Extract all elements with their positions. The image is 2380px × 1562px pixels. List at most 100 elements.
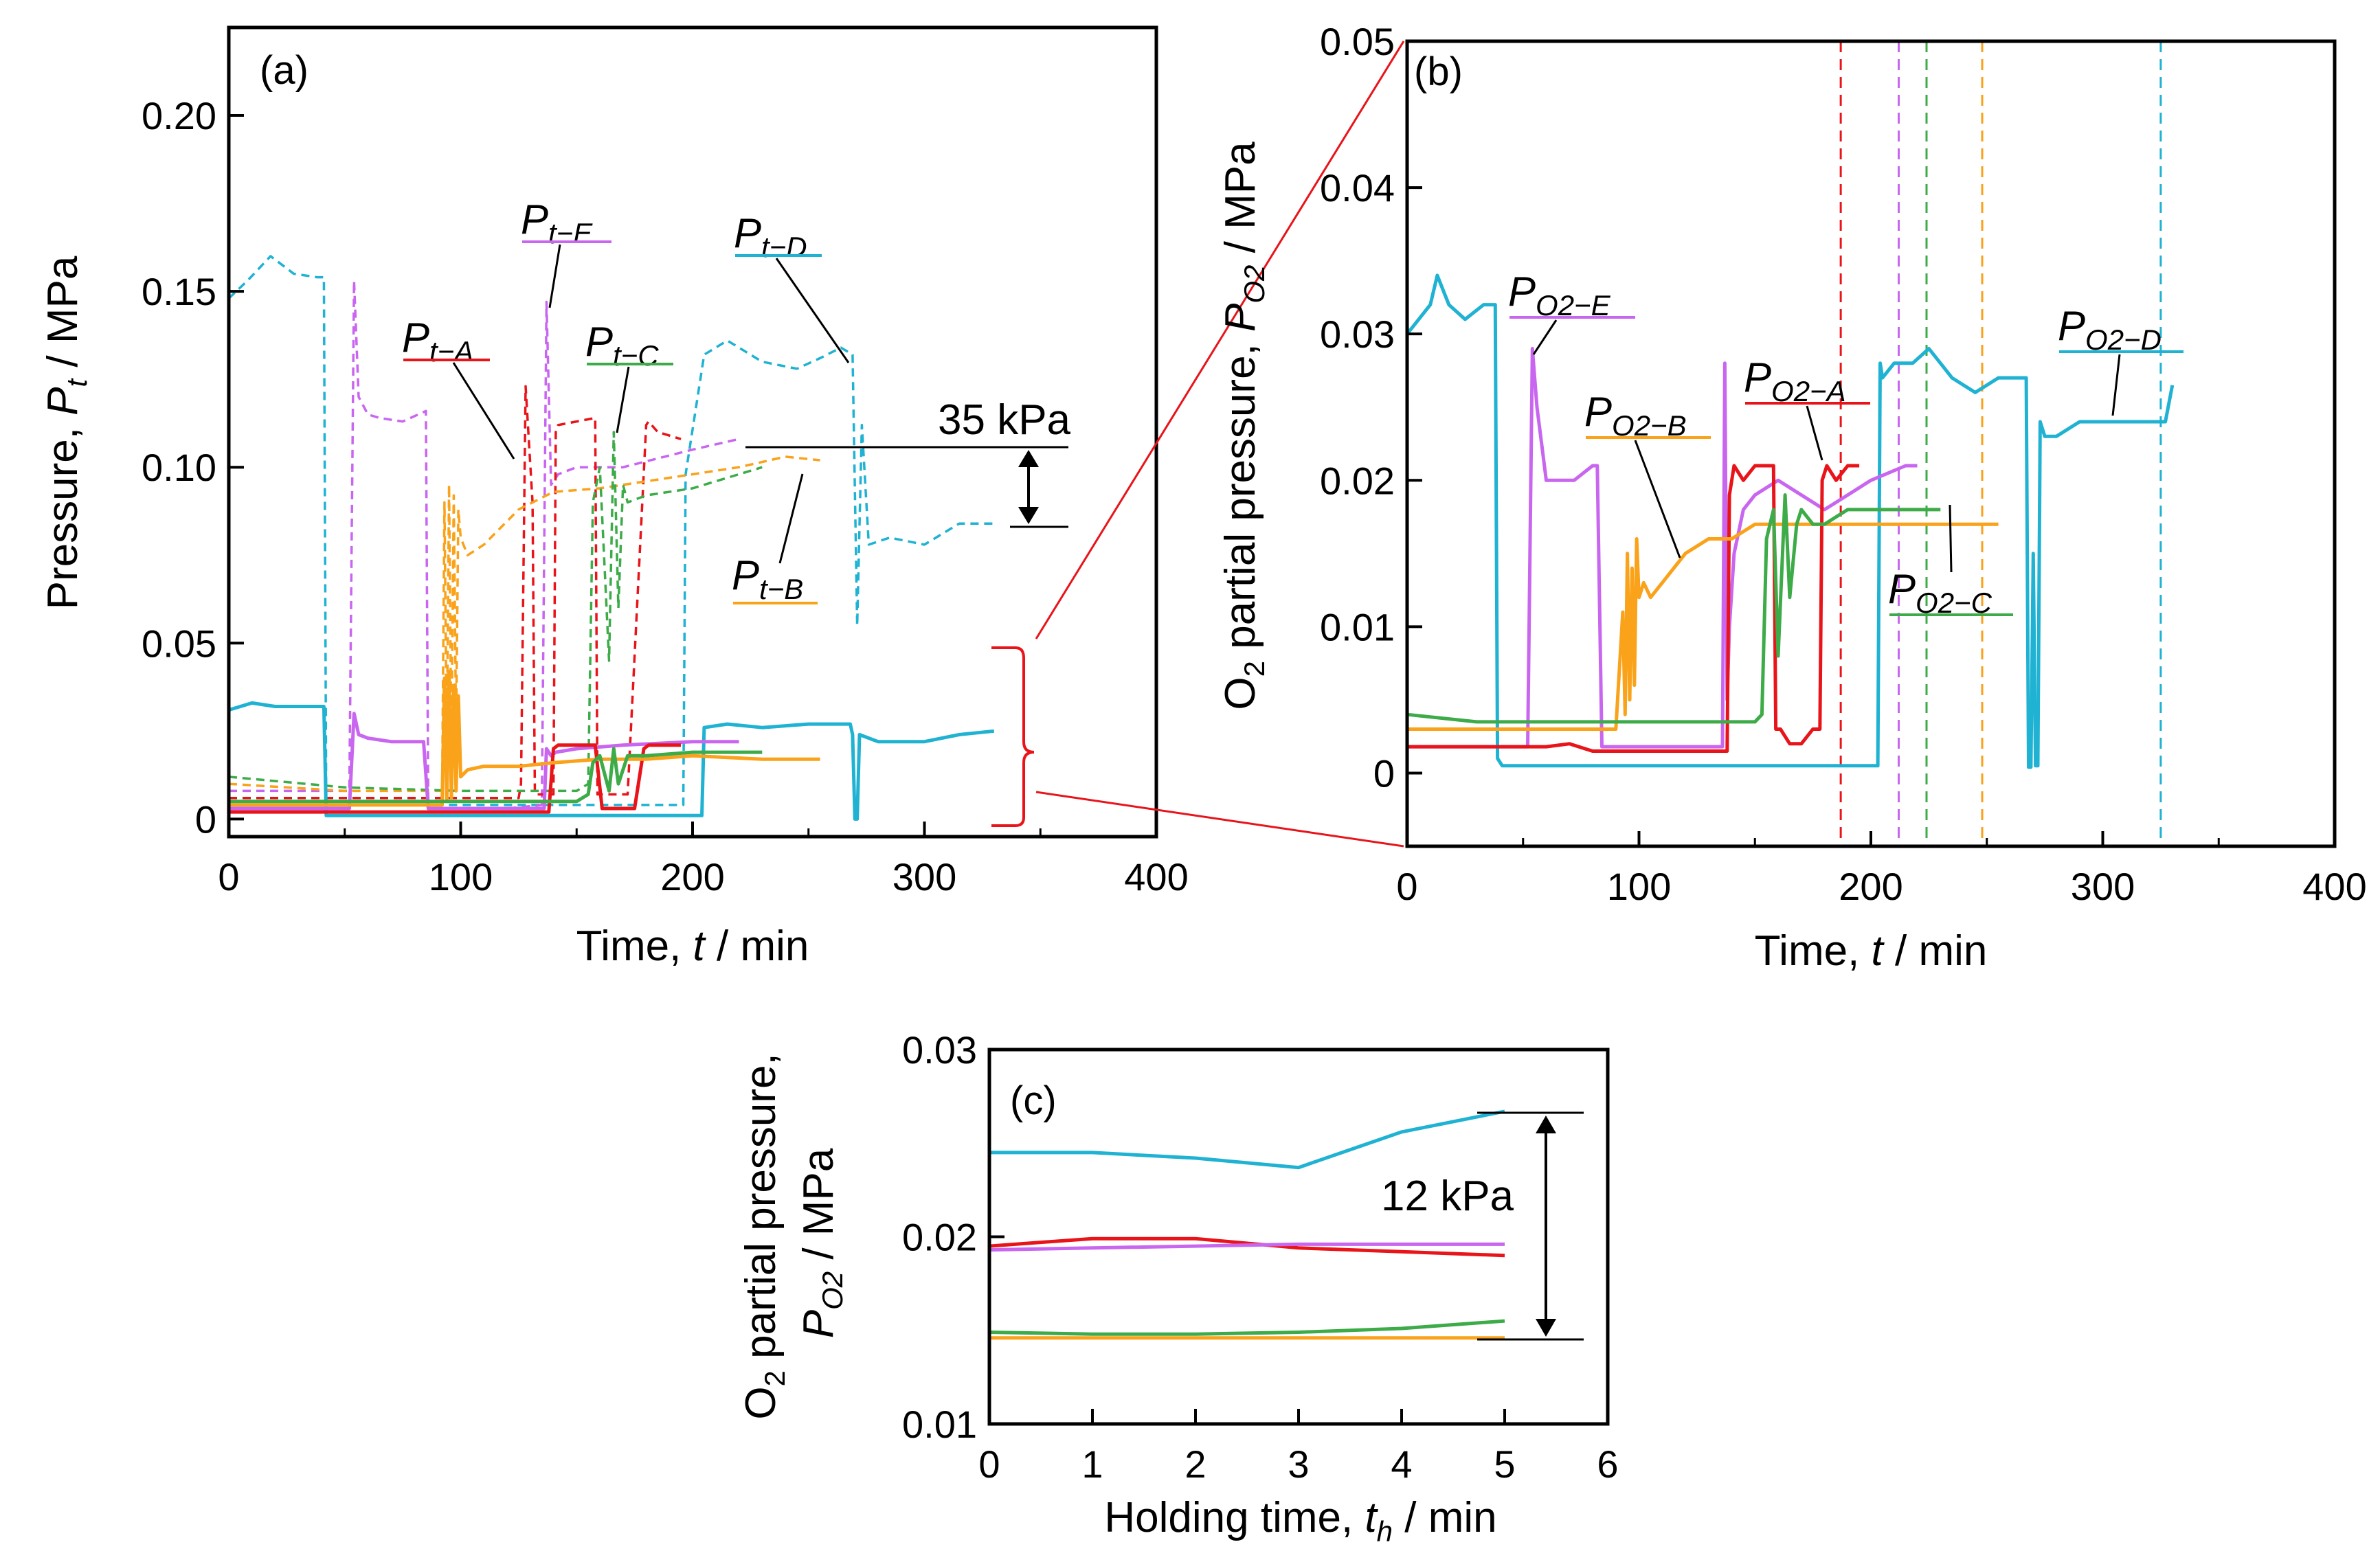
series-e [989, 1242, 1505, 1252]
label-pt-e: Pt−E [521, 196, 611, 308]
label-po2-e-leader [1532, 319, 1558, 355]
label-po2-e: PO2−E [1508, 269, 1635, 355]
series-b [229, 669, 820, 807]
xtick-label: 100 [1607, 865, 1671, 908]
xtick-label: 1 [1081, 1442, 1103, 1486]
annotation-12kpa-text: 12 kPa [1381, 1173, 1514, 1220]
series-d-dashed [227, 255, 994, 806]
xtick-label: 0 [218, 855, 239, 898]
series-c [989, 1319, 1505, 1336]
xtick-label: 0 [978, 1442, 1000, 1486]
xtick-label: 5 [1494, 1442, 1515, 1486]
label-pt-a-leader [452, 362, 515, 460]
xtick-label: 0 [1396, 865, 1417, 908]
panel-c-ylabel-line1: O2 partial pressure, [737, 1053, 791, 1419]
annotation-35kpa-text: 35 kPa [938, 396, 1071, 444]
label-po2-c-leader [1949, 504, 1953, 573]
ytick-label: 0 [1373, 751, 1395, 795]
panel-c-ylabel-line2: PO2 / MPa [795, 1148, 849, 1338]
xtick-label: 400 [2302, 865, 2366, 908]
series-e [1407, 347, 1918, 749]
xtick-label: 6 [1597, 1442, 1618, 1486]
svg-text:Pt−C: Pt−C [585, 319, 659, 372]
annotation-35kpa: 35 kPa [745, 396, 1071, 528]
panel-c-tag: (c) [1010, 1078, 1057, 1123]
panel-a-xlabel: Time, t / min [576, 923, 809, 970]
label-po2-c: PO2−C [1888, 504, 2013, 619]
svg-text:Pt−B: Pt−B [732, 552, 803, 605]
xtick-label: 200 [660, 855, 724, 898]
label-pt-b: Pt−B [732, 473, 818, 605]
ytick-label: 0.05 [1320, 20, 1395, 63]
ytick-label: 0.15 [142, 270, 216, 313]
panel-b-ticks: 0 100 200 300 400 0 0.01 0.02 0.03 0.04 0.05 [1320, 20, 2367, 908]
panel-b: 0 100 200 300 400 0 0.01 0.02 0.03 0.04 0.05 (b) O… [1217, 20, 2367, 975]
xtick-label: 2 [1185, 1442, 1206, 1486]
series-d [989, 1109, 1505, 1170]
panel-a-series [227, 255, 995, 821]
series-e [229, 712, 739, 811]
svg-text:Pt−D: Pt−D [734, 210, 807, 263]
ytick-label: 0.04 [1320, 166, 1395, 210]
zoom-connector-top [1035, 41, 1405, 639]
svg-text:PO2−A: PO2−A [1744, 354, 1846, 407]
annotation-12kpa-arrowhead-down [1536, 1319, 1556, 1337]
ytick-label: 0.03 [902, 1028, 977, 1072]
ytick-label: 0.05 [142, 622, 216, 665]
label-pt-b-leader [778, 473, 804, 564]
ytick-label: 0.02 [902, 1216, 977, 1259]
label-pt-c-leader [616, 366, 630, 433]
panel-c-frame [987, 1048, 1610, 1426]
panel-a-tag: (a) [260, 48, 308, 93]
ytick-label: 0.03 [1320, 313, 1395, 356]
xtick-label: 100 [429, 855, 493, 898]
series-a [1407, 464, 1860, 753]
ytick-label: 0.20 [142, 94, 216, 137]
zoom-connector-bottom [1035, 791, 1404, 848]
svg-text:PO2−B: PO2−B [1584, 389, 1687, 442]
xtick-label: 3 [1288, 1442, 1309, 1486]
xtick-label: 300 [2071, 865, 2135, 908]
label-po2-b-leader [1634, 440, 1681, 558]
panel-c-ticks: 0 1 2 3 4 5 6 0.01 0.02 0.03 [902, 1028, 1619, 1486]
svg-text:PO2−E: PO2−E [1508, 269, 1611, 321]
panel-a-ticks: 0 100 200 300 400 0 0.05 0.10 0.15 0.20 [142, 94, 1189, 898]
panel-c-xlabel: Holding time, th / min [1104, 1494, 1496, 1548]
annotation-35kpa-arrowhead-up [1018, 450, 1039, 467]
panel-b-xlabel: Time, t / min [1755, 927, 1988, 975]
label-pt-d-leader [775, 258, 850, 363]
xtick-label: 400 [1124, 855, 1188, 898]
panel-b-ylabel: O2 partial pressure, PO2 / MPa [1217, 142, 1270, 710]
xtick-label: 4 [1391, 1442, 1412, 1486]
series-b-dashed [228, 455, 820, 793]
ytick-label: 0.10 [142, 446, 216, 489]
zoom-bracket [991, 646, 1035, 827]
series-d [1406, 273, 2175, 769]
panel-b-frame [1405, 39, 2337, 848]
label-po2-d-leader [2111, 354, 2121, 416]
series-a [989, 1236, 1505, 1258]
ytick-label: 0.01 [1320, 605, 1395, 648]
series-c [229, 747, 763, 804]
label-po2-a: PO2−A [1744, 354, 1870, 461]
label-pt-c: Pt−C [585, 319, 673, 433]
panel-b-vlines [1839, 41, 2162, 846]
annotation-35kpa-arrowhead-down [1018, 507, 1039, 524]
series-a [229, 743, 682, 814]
panel-b-series [1406, 273, 2175, 769]
panel-a-ylabel: Pressure, Pt / MPa [39, 256, 93, 609]
series-c [1406, 493, 1941, 724]
label-pt-e-leader [548, 244, 561, 308]
label-pt-d: Pt−D [734, 210, 850, 363]
svg-text:Pt−E: Pt−E [521, 196, 593, 249]
label-po2-b: PO2−B [1584, 389, 1711, 558]
panel-b-tag: (b) [1414, 49, 1463, 94]
series-c-dashed [228, 431, 763, 793]
panel-a: 0 100 200 300 400 0 0.05 0.10 0.15 0.20 (a) Press… [39, 25, 1189, 970]
annotation-12kpa-arrowhead-up [1536, 1116, 1556, 1133]
ytick-label: 0.01 [902, 1403, 977, 1446]
ytick-label: 0.02 [1320, 459, 1395, 502]
series-d [228, 701, 995, 821]
svg-text:PO2−C: PO2−C [1888, 566, 1992, 619]
